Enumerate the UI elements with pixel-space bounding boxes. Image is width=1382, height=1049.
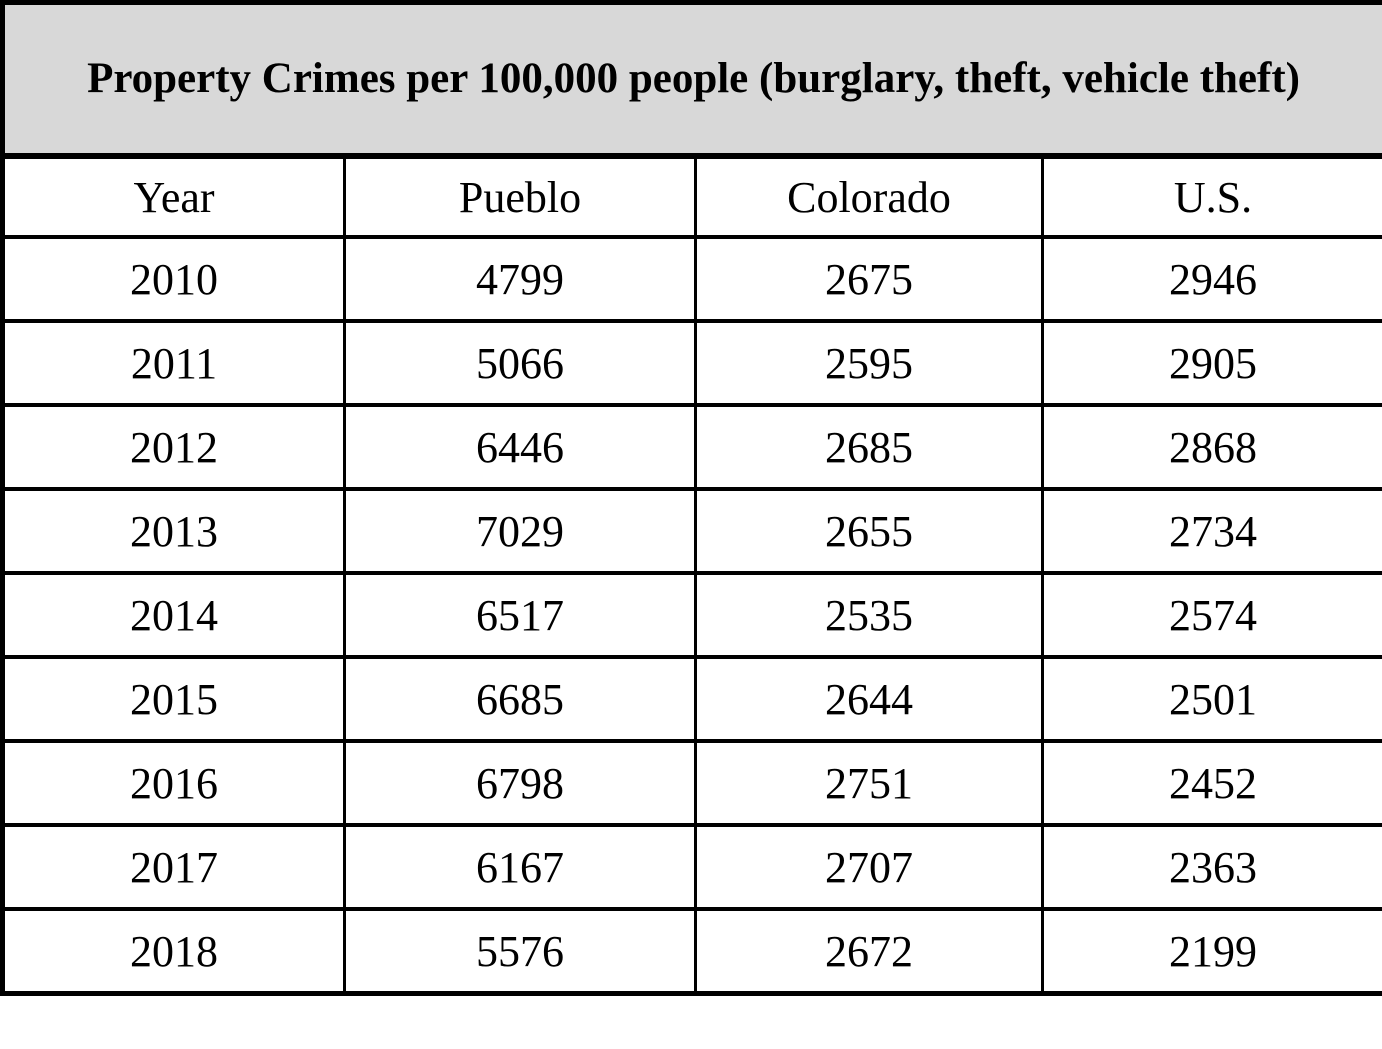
cell-us: 2452 xyxy=(1040,739,1382,827)
cell-pueblo: 6446 xyxy=(343,403,697,491)
cell-year: 2017 xyxy=(1,823,346,911)
cell-us: 2199 xyxy=(1040,907,1382,996)
cell-us: 2946 xyxy=(1040,235,1382,323)
cell-pueblo: 6798 xyxy=(343,739,697,827)
cell-pueblo: 7029 xyxy=(343,487,697,575)
cell-colorado: 2685 xyxy=(694,403,1044,491)
table-title-row: Property Crimes per 100,000 people (burg… xyxy=(0,0,1382,159)
property-crimes-table: Property Crimes per 100,000 people (burg… xyxy=(0,0,1382,996)
cell-year: 2015 xyxy=(1,655,346,743)
cell-colorado: 2535 xyxy=(694,571,1044,659)
table-row: 2013 7029 2655 2734 xyxy=(1,487,1382,575)
column-header-year: Year xyxy=(1,154,346,239)
table-row: 2014 6517 2535 2574 xyxy=(1,571,1382,659)
cell-colorado: 2595 xyxy=(694,319,1044,407)
cell-colorado: 2655 xyxy=(694,487,1044,575)
cell-us: 2501 xyxy=(1040,655,1382,743)
table-row: 2018 5576 2672 2199 xyxy=(1,907,1382,996)
column-header-colorado: Colorado xyxy=(694,154,1044,239)
cell-us: 2363 xyxy=(1040,823,1382,911)
table-row: 2015 6685 2644 2501 xyxy=(1,655,1382,743)
cell-us: 2868 xyxy=(1040,403,1382,491)
cell-us: 2905 xyxy=(1040,319,1382,407)
table-row: 2012 6446 2685 2868 xyxy=(1,403,1382,491)
table-row: 2016 6798 2751 2452 xyxy=(1,739,1382,827)
cell-year: 2011 xyxy=(1,319,346,407)
cell-colorado: 2672 xyxy=(694,907,1044,996)
cell-year: 2018 xyxy=(1,907,346,996)
cell-year: 2010 xyxy=(1,235,346,323)
cell-pueblo: 6685 xyxy=(343,655,697,743)
cell-pueblo: 6517 xyxy=(343,571,697,659)
column-header-pueblo: Pueblo xyxy=(343,154,697,239)
table-header-row: Year Pueblo Colorado U.S. xyxy=(1,154,1382,239)
cell-us: 2574 xyxy=(1040,571,1382,659)
cell-year: 2013 xyxy=(1,487,346,575)
table-row: 2010 4799 2675 2946 xyxy=(1,235,1382,323)
cell-colorado: 2751 xyxy=(694,739,1044,827)
table-row: 2011 5066 2595 2905 xyxy=(1,319,1382,407)
cell-pueblo: 5576 xyxy=(343,907,697,996)
cell-pueblo: 4799 xyxy=(343,235,697,323)
table-title: Property Crimes per 100,000 people (burg… xyxy=(0,0,1382,159)
cell-year: 2014 xyxy=(1,571,346,659)
cell-colorado: 2707 xyxy=(694,823,1044,911)
cell-us: 2734 xyxy=(1040,487,1382,575)
cell-colorado: 2675 xyxy=(694,235,1044,323)
table-row: 2017 6167 2707 2363 xyxy=(1,823,1382,911)
cell-pueblo: 6167 xyxy=(343,823,697,911)
cell-year: 2016 xyxy=(1,739,346,827)
cell-colorado: 2644 xyxy=(694,655,1044,743)
cell-year: 2012 xyxy=(1,403,346,491)
column-header-us: U.S. xyxy=(1040,154,1382,239)
cell-pueblo: 5066 xyxy=(343,319,697,407)
